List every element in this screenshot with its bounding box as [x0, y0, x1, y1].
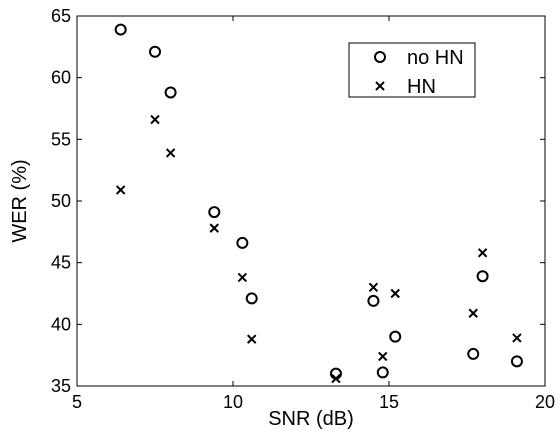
- y-tick-label: 55: [51, 129, 71, 149]
- point-no-hn: [389, 330, 402, 343]
- x-tick-label: 15: [379, 392, 399, 412]
- point-no-hn: [236, 236, 249, 249]
- point-hn: [209, 223, 219, 233]
- x-tick-label: 20: [535, 392, 555, 412]
- legend: no HN HN: [348, 42, 476, 98]
- legend-marker-circle: [374, 51, 386, 63]
- x-tick-label: 10: [223, 392, 243, 412]
- point-no-hn: [367, 294, 380, 307]
- point-hn: [115, 185, 126, 195]
- legend-entry-hn: HN: [407, 76, 436, 98]
- point-no-hn: [245, 292, 258, 305]
- point-hn: [468, 308, 478, 318]
- point-hn: [237, 272, 248, 283]
- point-hn: [150, 114, 160, 125]
- y-axis-label: WER (%): [9, 159, 31, 242]
- y-tick-label: 65: [51, 6, 71, 26]
- point-no-hn: [208, 206, 221, 219]
- y-tick-label: 35: [51, 376, 71, 396]
- point-hn: [390, 288, 400, 299]
- point-no-hn: [476, 270, 489, 283]
- point-hn: [512, 333, 522, 343]
- y-tick-label: 45: [51, 253, 71, 273]
- point-hn: [378, 351, 388, 362]
- y-tick-label: 50: [51, 191, 71, 211]
- point-hn: [165, 148, 176, 158]
- legend-entry-no-hn: no HN: [407, 47, 464, 69]
- point-hn: [247, 334, 257, 344]
- point-no-hn: [164, 86, 177, 99]
- legend-marker-x: [375, 81, 385, 91]
- y-tick-label: 40: [51, 314, 71, 334]
- point-no-hn: [510, 355, 523, 368]
- x-tick-label: 5: [72, 392, 82, 412]
- y-tick-label: 60: [51, 68, 71, 88]
- legend-box: [348, 42, 476, 98]
- x-axis-label: SNR (dB): [268, 408, 354, 430]
- point-no-hn: [114, 23, 127, 36]
- point-hn: [368, 282, 379, 293]
- point-no-hn: [376, 366, 389, 379]
- point-no-hn: [467, 347, 480, 360]
- point-hn: [477, 248, 488, 258]
- point-no-hn: [149, 45, 161, 58]
- point-hn: [331, 373, 341, 384]
